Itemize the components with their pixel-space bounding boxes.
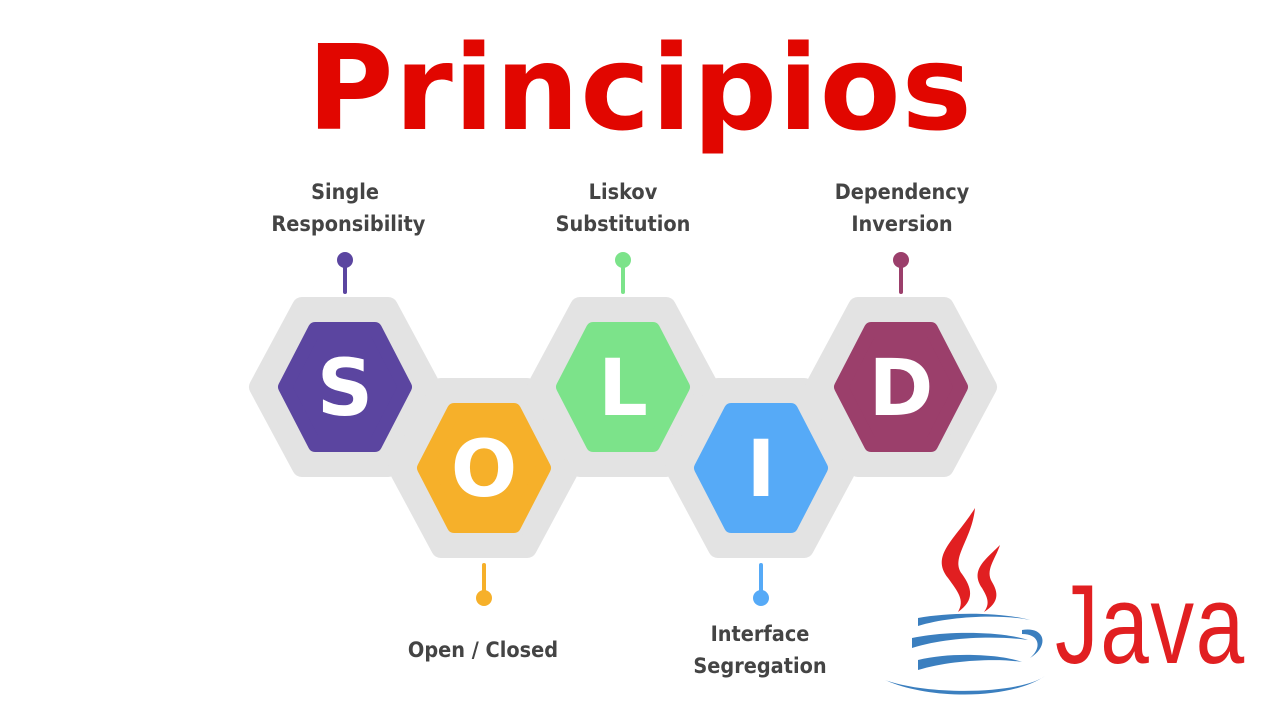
- java-saucer: [885, 676, 1045, 695]
- pin-i: [753, 563, 769, 606]
- java-wordmark: Java: [1055, 562, 1246, 687]
- hexagon-shape-s: [278, 322, 412, 452]
- java-cup-band-1: [918, 613, 1030, 626]
- pin-s: [337, 252, 353, 294]
- java-cup-handle: [1022, 629, 1043, 658]
- hexagon-letter-i: I: [746, 425, 775, 515]
- hexagon-letter-d: D: [869, 344, 934, 434]
- label-interface-segregation: Interface Segregation: [693, 622, 827, 678]
- java-cup-band-3: [918, 654, 1022, 670]
- label-liskov-substitution: Liskov Substitution: [555, 180, 691, 236]
- java-steam-1: [941, 508, 975, 612]
- pin-o: [476, 563, 492, 606]
- hexagon-d: D: [834, 322, 968, 452]
- connector-pins: [337, 252, 909, 606]
- java-steam-2: [977, 545, 1000, 612]
- label-dependency-inversion: Dependency Inversion: [834, 180, 970, 236]
- hexagon-letter-o: O: [451, 425, 517, 515]
- hexagon-shape-d: [834, 322, 968, 452]
- pin-l: [615, 252, 631, 294]
- label-single-responsibility: Single Responsibility: [271, 180, 426, 236]
- java-cup-band-2: [912, 632, 1028, 648]
- principle-hexagons: SOL I D: [278, 322, 968, 533]
- java-coffee-cup-icon: [885, 508, 1045, 695]
- hexagon-shape-l: [556, 322, 690, 452]
- page-title: Principios: [307, 19, 973, 157]
- hexagon-o: O: [417, 403, 551, 533]
- hexagon-l: L: [556, 322, 690, 452]
- hexagon-letter-l: L: [598, 344, 648, 434]
- hexagon-shape-i: [694, 403, 828, 533]
- hexagon-letter-s: S: [317, 344, 373, 434]
- pin-d: [893, 252, 909, 294]
- hexagon-i: I: [694, 403, 828, 533]
- hexagon-shape-o: [417, 403, 551, 533]
- hexagon-s: S: [278, 322, 412, 452]
- label-open-closed: Open / Closed: [407, 638, 559, 662]
